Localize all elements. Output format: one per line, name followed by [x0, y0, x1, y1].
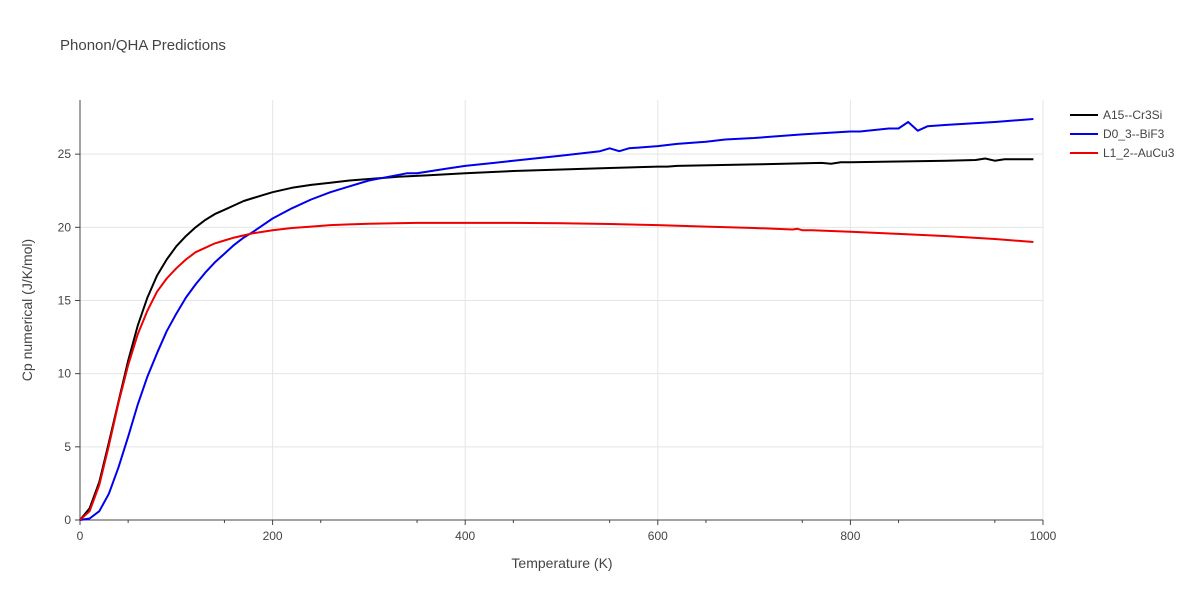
- chart-title: Phonon/QHA Predictions: [60, 37, 226, 54]
- x-tick-label: 800: [840, 529, 860, 543]
- x-tick-label: 200: [263, 529, 283, 543]
- legend-label: L1_2--AuCu3: [1103, 146, 1175, 160]
- y-tick-label: 5: [64, 440, 71, 454]
- legend-label: A15--Cr3Si: [1103, 108, 1162, 122]
- legend-item[interactable]: L1_2--AuCu3: [1070, 146, 1175, 160]
- x-axis-title: Temperature (K): [511, 555, 612, 571]
- series-line-a15-cr3si[interactable]: [79, 157, 1034, 521]
- axes: 0 200 400 600 800 1000 0 5 10 15 20 25: [58, 100, 1057, 543]
- y-tick-label: 10: [58, 367, 72, 381]
- y-tick-label: 0: [64, 513, 71, 527]
- legend-item[interactable]: D0_3--BiF3: [1070, 127, 1165, 141]
- series-line-l1-2-aucu3[interactable]: [79, 221, 1034, 521]
- gridlines: [80, 100, 1044, 520]
- x-tick-label: 1000: [1030, 529, 1057, 543]
- y-tick-label: 15: [58, 293, 72, 307]
- y-tick-label: 20: [58, 220, 72, 234]
- x-tick-label: 400: [455, 529, 475, 543]
- y-tick-label: 25: [58, 147, 72, 161]
- legend[interactable]: A15--Cr3Si D0_3--BiF3 L1_2--AuCu3: [1070, 108, 1175, 160]
- legend-item[interactable]: A15--Cr3Si: [1070, 108, 1162, 122]
- y-axis-title: Cp numerical (J/K/mol): [19, 239, 35, 381]
- plot-area[interactable]: [79, 118, 1034, 521]
- legend-label: D0_3--BiF3: [1103, 127, 1165, 141]
- x-tick-label: 0: [77, 529, 84, 543]
- series-line-d0-3-bif3[interactable]: [79, 118, 1034, 521]
- x-tick-label: 600: [648, 529, 668, 543]
